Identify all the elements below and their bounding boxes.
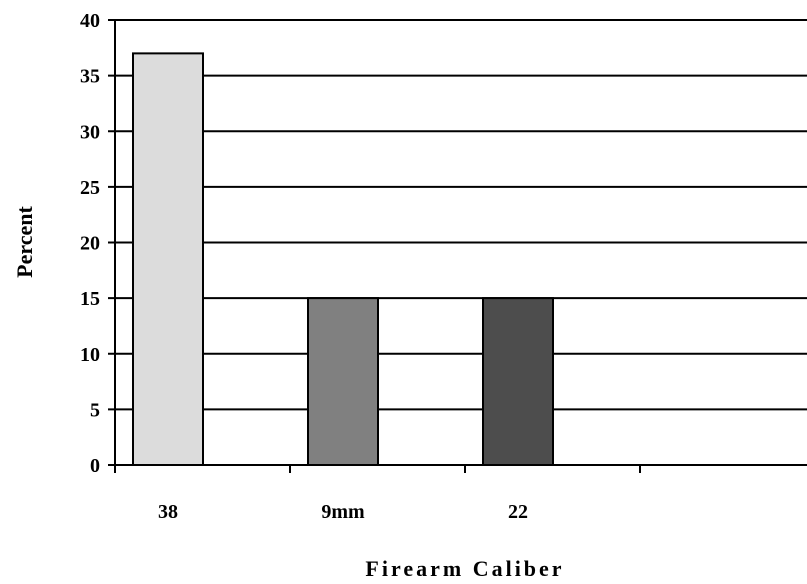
y-tick-label: 35 [80,66,100,88]
bars [132,52,554,466]
gridlines [115,19,807,411]
x-axis-title: Firearm Caliber [365,556,564,581]
y-tick-label: 20 [80,233,100,255]
y-tick-label: 30 [80,121,100,143]
y-tick-label: 25 [80,177,100,199]
x-tick-label: 38 [158,501,178,523]
bar-22 [482,297,554,466]
bar-38 [132,52,204,466]
y-tick-label: 10 [80,344,100,366]
x-tick-label: 22 [508,501,528,523]
tick-labels: 0 5 10 15 20 25 30 35 40 38 9mm 22 [80,10,528,523]
y-tick-label: 40 [80,10,100,32]
y-axis-title: Percent [12,206,37,278]
y-tick-label: 15 [80,288,100,310]
axes [108,19,807,473]
y-tick-label: 5 [90,399,100,421]
y-tick-label: 0 [90,455,100,477]
bar-9mm [307,297,379,466]
x-tick-label: 9mm [321,501,365,523]
